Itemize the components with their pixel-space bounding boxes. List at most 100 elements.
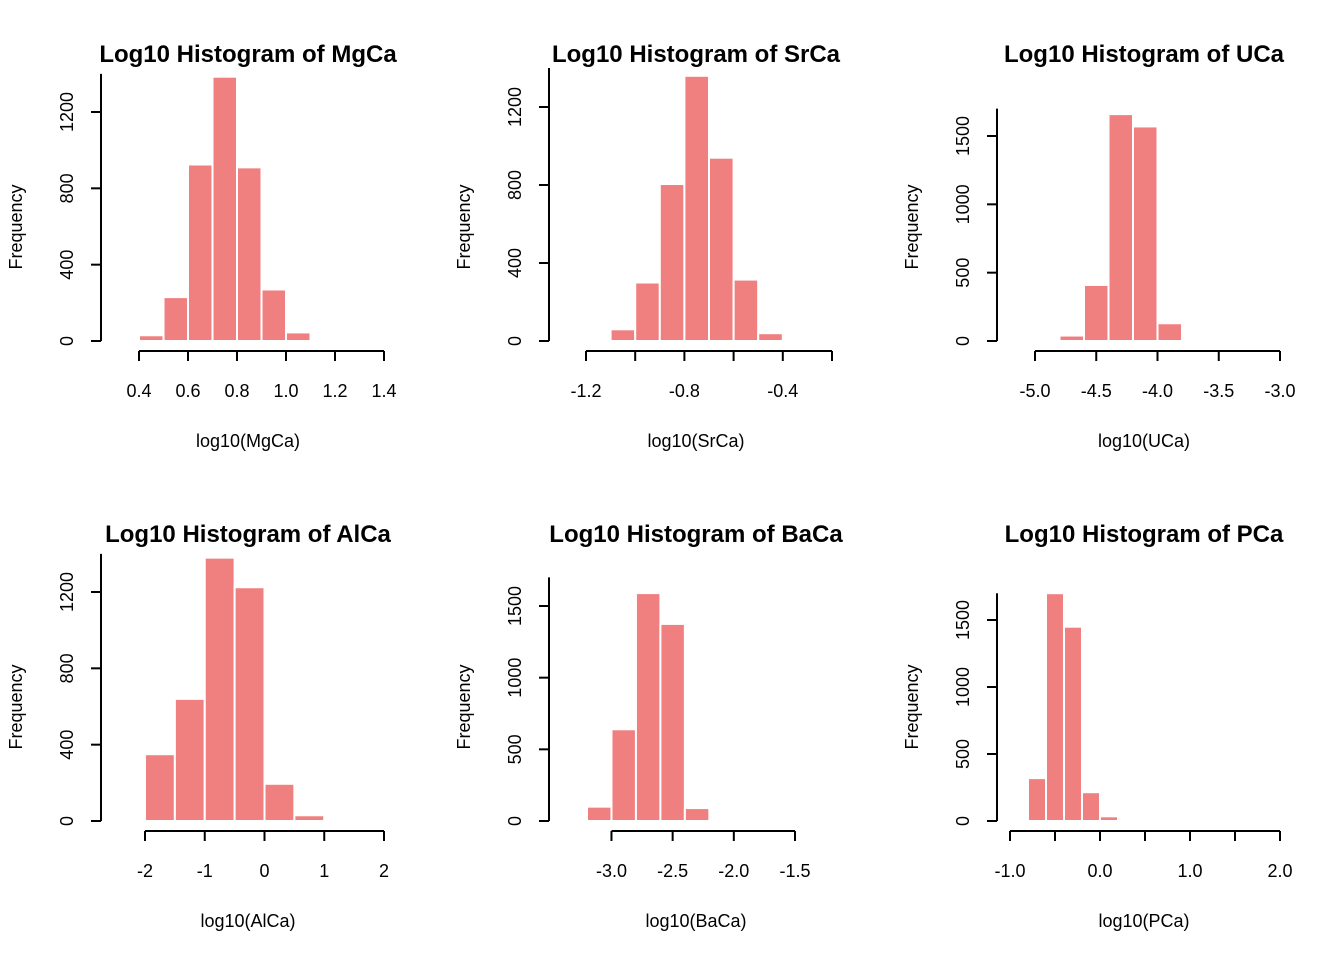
- histogram-bar: [1058, 334, 1085, 342]
- histogram-panel: Log10 Histogram of PCa -1.0 0.0 1.0 2.0 log10…: [902, 521, 1293, 931]
- x-tick-label: 0.6: [175, 381, 200, 401]
- y-tick-label: 0: [953, 336, 973, 346]
- x-tick-label: 0.4: [126, 381, 151, 401]
- y-tick-label: 1000: [505, 658, 525, 698]
- chart-title: Log10 Histogram of MgCa: [99, 41, 397, 68]
- y-tick-label: 0: [505, 336, 525, 346]
- histogram-bar: [1083, 283, 1110, 343]
- x-tick-label: -0.8: [669, 381, 700, 401]
- y-tick-label: 1500: [505, 586, 525, 626]
- histogram-bar: [138, 334, 165, 342]
- histogram-bar: [285, 331, 312, 343]
- chart-title: Log10 Histogram of AlCa: [105, 521, 391, 548]
- x-tick-label: -1.0: [994, 861, 1025, 881]
- y-tick-label: 500: [953, 258, 973, 288]
- x-tick-label: 1: [319, 861, 329, 881]
- histogram-bar: [1045, 592, 1065, 823]
- x-tick-label: 0.0: [1087, 861, 1112, 881]
- x-axis-label: log10(AlCa): [200, 911, 295, 931]
- x-tick-label: 2: [379, 861, 389, 881]
- x-tick-label: -3.0: [596, 861, 627, 881]
- histogram-bar: [1156, 322, 1183, 343]
- y-axis-label: Frequency: [6, 184, 26, 269]
- histogram-bar: [173, 697, 206, 822]
- y-tick-label: 500: [953, 739, 973, 769]
- x-tick-label: -4.0: [1142, 381, 1173, 401]
- x-axis-label: log10(UCa): [1098, 431, 1190, 451]
- histogram-bar: [323, 818, 356, 822]
- y-axis-label: Frequency: [902, 664, 922, 749]
- y-tick-label: 400: [57, 730, 77, 760]
- y-axis-label: Frequency: [902, 184, 922, 269]
- histogram-bar: [1107, 113, 1134, 342]
- histogram-bar: [1081, 791, 1101, 823]
- y-tick-label: 1200: [57, 572, 77, 612]
- x-axis-label: log10(PCa): [1098, 911, 1189, 931]
- x-tick-label: 1.0: [1177, 861, 1202, 881]
- histogram-bar: [634, 592, 662, 822]
- y-axis-label: Frequency: [454, 664, 474, 749]
- x-tick-label: -2: [137, 861, 153, 881]
- histogram-bar: [708, 156, 735, 342]
- x-axis-label: log10(BaCa): [645, 911, 746, 931]
- chart-title: Log10 Histogram of PCa: [1005, 521, 1284, 548]
- histogram-bar: [233, 586, 266, 823]
- x-tick-label: -3.5: [1203, 381, 1234, 401]
- histogram-bar: [1063, 625, 1083, 823]
- x-tick-label: -1.5: [779, 861, 810, 881]
- histogram-bar: [610, 728, 637, 822]
- x-axis-label: log10(SrCa): [647, 431, 744, 451]
- histogram-bar: [634, 281, 661, 342]
- x-tick-label: 0: [259, 861, 269, 881]
- y-axis-label: Frequency: [454, 184, 474, 269]
- y-tick-label: 1200: [505, 87, 525, 127]
- chart-title: Log10 Histogram of SrCa: [552, 41, 841, 68]
- histogram-bar: [757, 332, 784, 343]
- y-tick-label: 1500: [953, 600, 973, 640]
- y-tick-label: 0: [57, 816, 77, 826]
- chart-title: Log10 Histogram of UCa: [1004, 41, 1285, 68]
- histogram-bar: [683, 74, 711, 343]
- x-tick-label: 1.4: [371, 381, 396, 401]
- histogram-bar: [659, 622, 686, 823]
- histogram-bar: [263, 782, 296, 822]
- histogram-bar: [609, 328, 637, 342]
- histogram-panel: Log10 Histogram of AlCa -2 -1 0 1 2 log10(AlCa…: [6, 521, 392, 931]
- histogram-bar: [293, 814, 326, 823]
- histogram-bar: [144, 753, 176, 822]
- x-axis-label: log10(MgCa): [196, 431, 300, 451]
- x-tick-label: 2.0: [1267, 861, 1292, 881]
- y-tick-label: 1000: [953, 667, 973, 707]
- y-tick-label: 0: [953, 816, 973, 826]
- chart-title: Log10 Histogram of BaCa: [549, 521, 843, 548]
- x-tick-label: 1.2: [322, 381, 347, 401]
- histogram-panel: Log10 Histogram of MgCa 0.4 0.6 0.8 1.0 1.2 1.…: [6, 41, 397, 451]
- x-tick-label: -2.5: [657, 861, 688, 881]
- y-axis-label: Frequency: [6, 664, 26, 749]
- histogram-bar: [1132, 125, 1159, 342]
- histogram-bar: [1099, 815, 1119, 822]
- y-tick-label: 400: [57, 250, 77, 280]
- x-tick-label: -2.0: [718, 861, 749, 881]
- y-tick-label: 1500: [953, 116, 973, 156]
- histogram-panel: Log10 Histogram of SrCa -1.2 -0.8 -0.4 log10…: [454, 41, 841, 451]
- y-tick-label: 1000: [953, 184, 973, 224]
- histogram-bar: [203, 556, 236, 823]
- histogram-bar: [187, 163, 214, 342]
- y-tick-label: 0: [57, 336, 77, 346]
- histogram-bar: [162, 296, 189, 343]
- x-tick-label: -4.5: [1081, 381, 1112, 401]
- histogram-bar: [236, 166, 263, 342]
- histogram-bar: [211, 75, 238, 342]
- histogram-panel: Log10 Histogram of UCa -5.0 -4.5 -4.0 -3.5 -3…: [902, 41, 1296, 451]
- y-tick-label: 0: [505, 816, 525, 826]
- histogram-bar: [683, 807, 711, 822]
- x-tick-label: -3.0: [1264, 381, 1295, 401]
- x-tick-label: -1: [197, 861, 213, 881]
- histogram-bar: [1027, 777, 1047, 822]
- x-tick-label: -1.2: [570, 381, 601, 401]
- x-tick-label: -0.4: [767, 381, 798, 401]
- histogram-bar: [260, 288, 287, 343]
- x-tick-label: 0.8: [224, 381, 249, 401]
